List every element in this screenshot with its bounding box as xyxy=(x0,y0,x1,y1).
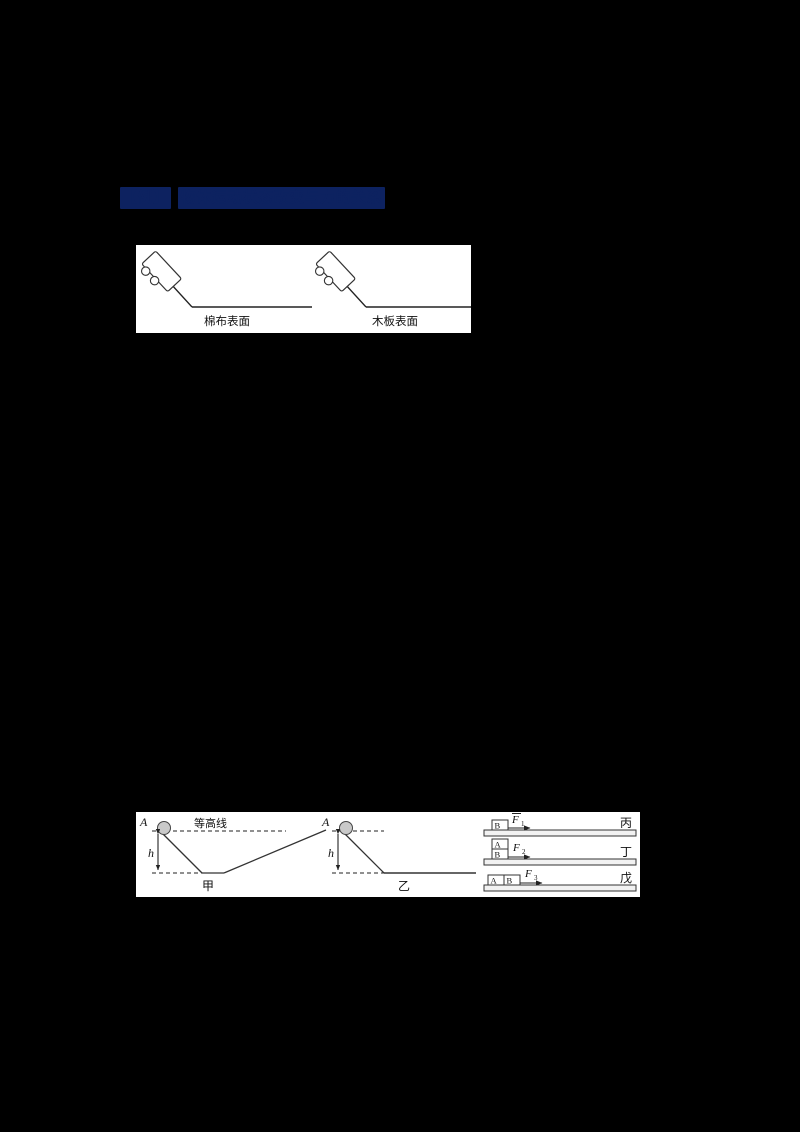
block-b-wu xyxy=(503,874,521,886)
panel-ding: A B F 2 丁 xyxy=(483,838,637,866)
ground-bar-ding xyxy=(483,858,637,866)
force-subscript-ding: 2 xyxy=(522,848,526,856)
panel-name-label-wu: 戊 xyxy=(620,871,632,885)
force-label-ding: F xyxy=(512,842,520,854)
panel-wu: A B F 3 戊 xyxy=(483,868,637,892)
block-b-bing xyxy=(491,819,509,831)
ground-bar-bing xyxy=(483,829,637,837)
force-subscript-bing: 1 xyxy=(521,820,525,828)
block-b-label-ding: B xyxy=(495,849,501,859)
panel-wood: 木板表面 xyxy=(314,251,471,328)
panel-name-label-ding: 丁 xyxy=(620,845,632,859)
cart-wheel-rear-cotton xyxy=(140,266,151,276)
cart-wheel-front-cotton xyxy=(149,275,160,286)
ramp-slope-down-jia xyxy=(159,830,203,874)
block-b-ding xyxy=(491,848,509,860)
figure-inclined-plane-experiment: 棉布表面 木板表面 xyxy=(136,245,471,333)
ball-label-yi: A xyxy=(321,815,330,829)
block-b-label-bing: B xyxy=(495,820,501,830)
cart-wheel-front-wood xyxy=(323,275,334,286)
block-b-label-wu: B xyxy=(507,875,513,885)
contour-label-jia: 等高线 xyxy=(194,816,227,830)
ramp-name-label-jia: 甲 xyxy=(202,879,214,893)
ball-label-jia: A xyxy=(139,815,148,829)
height-label-jia: h xyxy=(148,846,154,860)
force-label-bing: F xyxy=(511,814,519,826)
panel-bing: B F 1 丙 xyxy=(483,813,637,837)
surface-label-wood: 木板表面 xyxy=(372,314,418,328)
ball-yi xyxy=(339,821,353,835)
page-title: 物体运动状态改变与力的关系 xyxy=(177,187,386,209)
cart-cotton xyxy=(140,251,182,292)
heading-tag: 【例】 xyxy=(120,187,171,209)
ramp-slope-yi xyxy=(341,830,385,874)
height-label-yi: h xyxy=(328,846,334,860)
ramp-jia: A h 等高线 甲 xyxy=(139,815,327,893)
ramp-slope-up-jia xyxy=(223,829,327,874)
force-label-wu: F xyxy=(524,868,532,880)
panel-cotton: 棉布表面 xyxy=(140,251,312,328)
panel-name-label-bing: 丙 xyxy=(620,816,632,830)
surface-label-cotton: 棉布表面 xyxy=(204,314,250,328)
block-a-label-ding: A xyxy=(495,839,502,849)
ramp-and-blocks-svg: A h 等高线 甲 A h 乙 B xyxy=(139,813,637,893)
ramp-yi: A h 乙 xyxy=(321,815,476,893)
block-a-label-wu: A xyxy=(491,875,498,885)
ground-bar-wu xyxy=(483,884,637,892)
cart-wheel-rear-wood xyxy=(314,266,325,276)
figure-ramp-and-blocks: A h 等高线 甲 A h 乙 B xyxy=(136,812,640,897)
inclined-plane-svg: 棉布表面 木板表面 xyxy=(140,251,471,328)
ramp-name-label-yi: 乙 xyxy=(398,879,410,893)
force-subscript-wu: 3 xyxy=(534,874,538,882)
ball-jia xyxy=(157,821,171,835)
cart-wood xyxy=(314,251,356,292)
page-heading: 【例】 物体运动状态改变与力的关系 xyxy=(120,187,386,209)
